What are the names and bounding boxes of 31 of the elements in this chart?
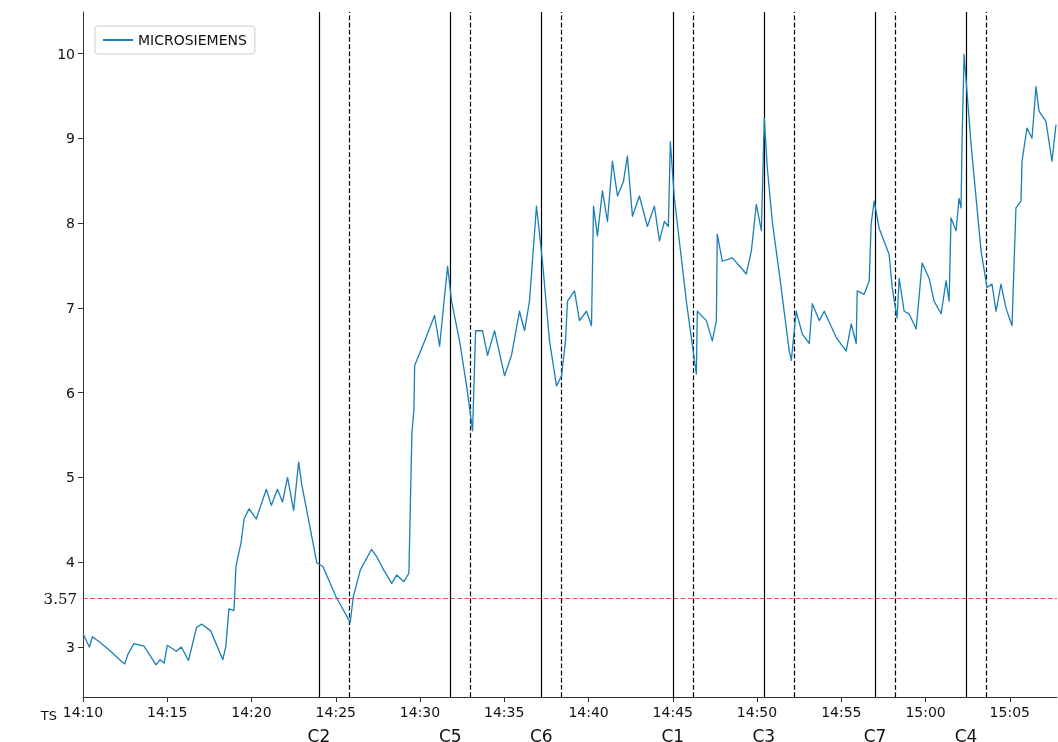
- ref-line-label: C3: [752, 725, 776, 742]
- line-series: [82, 53, 1057, 666]
- ref-line-label: C4: [954, 725, 978, 742]
- y-tick-label: 5: [66, 469, 75, 486]
- x-tick-label: 14:25: [315, 704, 356, 720]
- x-tick-label: 14:45: [652, 704, 693, 720]
- x-tick-label: 14:40: [568, 704, 609, 720]
- y-tick-label: 4: [66, 554, 76, 571]
- x-tick-label: 14:10: [62, 704, 104, 720]
- legend-label: MICROSIEMENS: [138, 32, 247, 48]
- ref-line-label: C5: [438, 725, 462, 742]
- ref-line-label: 3.57: [43, 589, 77, 608]
- x-tick-label: 14:35: [484, 704, 525, 720]
- ref-line-label: C2: [307, 725, 331, 742]
- ref-line-label: C6: [529, 725, 553, 742]
- x-tick-label: 14:15: [147, 704, 188, 720]
- y-tick-label: 10: [57, 45, 75, 62]
- y-tick-label: 7: [66, 299, 75, 316]
- x-tick-label: 14:50: [736, 704, 778, 720]
- ref-line-label: C7: [863, 725, 887, 742]
- y-tick-label: 6: [66, 384, 76, 401]
- x-tick-label: 15:00: [905, 704, 946, 720]
- x-axis-title: TS: [39, 708, 57, 723]
- y-tick-label: 9: [66, 130, 75, 147]
- x-tick-label: 14:55: [821, 704, 862, 720]
- y-tick-label: 8: [66, 215, 75, 232]
- y-tick-label: 3: [66, 638, 75, 655]
- x-tick-label: 15:05: [989, 704, 1030, 720]
- x-tick-label: 14:20: [231, 704, 272, 720]
- x-tick-label: 14:30: [399, 704, 441, 720]
- ref-line-label: C1: [661, 725, 685, 742]
